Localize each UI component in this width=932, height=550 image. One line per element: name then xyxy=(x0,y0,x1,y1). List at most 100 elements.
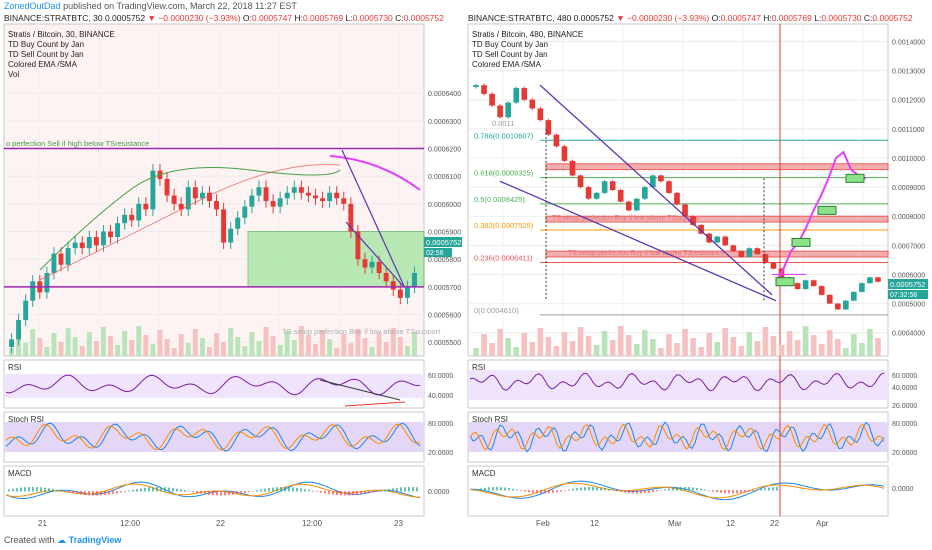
macd-histogram-bar xyxy=(560,490,562,492)
y-tick-label: 0.0014000 xyxy=(892,39,925,46)
volume-bar xyxy=(682,329,688,356)
y-tick-label: 0.0004000 xyxy=(892,331,925,338)
candle xyxy=(30,281,36,301)
macd-histogram-bar xyxy=(200,491,202,494)
candle xyxy=(553,134,560,147)
macd-histogram-bar xyxy=(520,490,522,491)
volume-bar xyxy=(577,327,584,356)
macd-histogram-bar xyxy=(552,490,554,493)
volume-bar xyxy=(714,342,721,356)
right-y-axis: 0.0014000 0.0013000 0.0012000 0.0011000 0.00… xyxy=(892,39,925,337)
macd-histogram-bar xyxy=(344,491,346,496)
ticker-high: 0.0005769 xyxy=(302,13,344,23)
macd-histogram-bar xyxy=(72,491,74,494)
macd-histogram-bar xyxy=(160,487,162,492)
candle xyxy=(369,261,375,268)
macd-histogram-bar xyxy=(728,490,730,494)
macd-histogram-bar xyxy=(80,491,82,495)
macd-histogram-bar xyxy=(700,488,702,491)
ticker-o-label: O: xyxy=(242,13,252,23)
volume-bar xyxy=(505,338,511,356)
left-rsi-band xyxy=(4,374,424,398)
rsi-divergence-line xyxy=(344,401,406,407)
macd-histogram-bar xyxy=(168,487,170,492)
macd-histogram-bar xyxy=(220,491,222,496)
volume-bar xyxy=(192,329,198,356)
volume-bar xyxy=(235,337,241,356)
right-macd-axis-0: 0.0000 xyxy=(892,486,914,493)
macd-histogram-bar xyxy=(500,487,502,491)
volume-bar xyxy=(65,328,71,356)
macd-histogram-bar xyxy=(280,487,282,492)
target-box xyxy=(791,237,811,247)
fib-top-label: 0.0011 xyxy=(492,119,514,128)
y-tick-label: 0.0006000 xyxy=(428,202,461,209)
candle xyxy=(249,195,255,207)
macd-histogram-bar xyxy=(172,488,174,492)
candle xyxy=(513,88,520,103)
fib-level-label: 0.5(0.0008425) xyxy=(474,195,525,204)
macd-histogram-bar xyxy=(400,487,402,492)
volume-bar xyxy=(164,339,170,356)
macd-histogram-bar xyxy=(20,487,22,492)
y-tick-label: 0.0010000 xyxy=(892,156,925,163)
candle xyxy=(521,88,528,100)
macd-histogram-bar xyxy=(60,490,62,492)
fib-level-label: 0(0.0004610) xyxy=(474,306,519,315)
rsi-trend-line xyxy=(319,379,401,401)
macd-histogram-bar xyxy=(724,490,726,494)
left-countdown-tag xyxy=(424,248,452,257)
right-rsi-label: RSI xyxy=(472,363,485,372)
volume-bar xyxy=(249,332,255,356)
right-stoch-axis-20: 20.0000 xyxy=(892,450,917,457)
macd-histogram-bar xyxy=(360,491,362,495)
volume-bar xyxy=(72,337,78,356)
candle xyxy=(320,198,326,202)
macd-histogram-bar xyxy=(232,491,234,495)
down-arrow-icon: ▼ xyxy=(147,13,156,23)
volume-bar xyxy=(136,326,142,356)
candle xyxy=(164,178,170,196)
macd-histogram-bar xyxy=(304,489,306,492)
macd-histogram-bar xyxy=(124,491,126,492)
author-link[interactable]: ZonedOutDad xyxy=(4,1,61,11)
wedge-line-upper xyxy=(341,149,405,287)
candle xyxy=(65,248,71,265)
candle xyxy=(754,248,761,255)
candle xyxy=(397,289,403,298)
left-stoch-axis-80: 80.0000 xyxy=(428,421,453,428)
volume-bar xyxy=(875,338,881,356)
volume-bar xyxy=(569,341,576,356)
volume-bar xyxy=(738,346,745,356)
volume-bar xyxy=(143,335,149,356)
macd-histogram-bar xyxy=(656,490,658,492)
macd-histogram-bar xyxy=(640,490,642,494)
left-rsi-label: RSI xyxy=(8,363,21,372)
right-ticker: BINANCE:STRATBTC, 480 0.0005752 ▼ −0.000… xyxy=(468,12,913,24)
ticker-h-label: H: xyxy=(763,13,772,23)
ticker-open: 0.0005747 xyxy=(251,13,293,23)
y-tick-label: 0.0009000 xyxy=(892,185,925,192)
candle xyxy=(291,187,297,193)
candle xyxy=(682,204,688,217)
candle xyxy=(601,181,608,193)
right-countdown-text: 07:32:56 xyxy=(890,292,917,299)
candle xyxy=(150,170,156,210)
macd-histogram-bar xyxy=(296,487,298,492)
candle xyxy=(171,195,177,204)
macd-histogram-bar xyxy=(144,487,146,492)
right-price-tag xyxy=(888,279,928,289)
volume-bar xyxy=(115,345,121,356)
y-tick-label: 0.0006000 xyxy=(892,272,925,279)
footer-brand[interactable]: TradingView xyxy=(68,535,122,545)
ticker-open: 0.0005747 xyxy=(720,13,761,23)
candle xyxy=(658,175,664,182)
candle xyxy=(108,231,113,238)
macd-histogram-bar xyxy=(252,490,254,492)
right-x-label-apr: Apr xyxy=(816,519,829,528)
left-price-tag xyxy=(424,237,462,247)
volume-bar xyxy=(30,329,36,356)
macd-histogram-bar xyxy=(768,487,770,491)
macd-histogram-bar xyxy=(660,489,662,491)
volume-bar xyxy=(529,342,536,356)
